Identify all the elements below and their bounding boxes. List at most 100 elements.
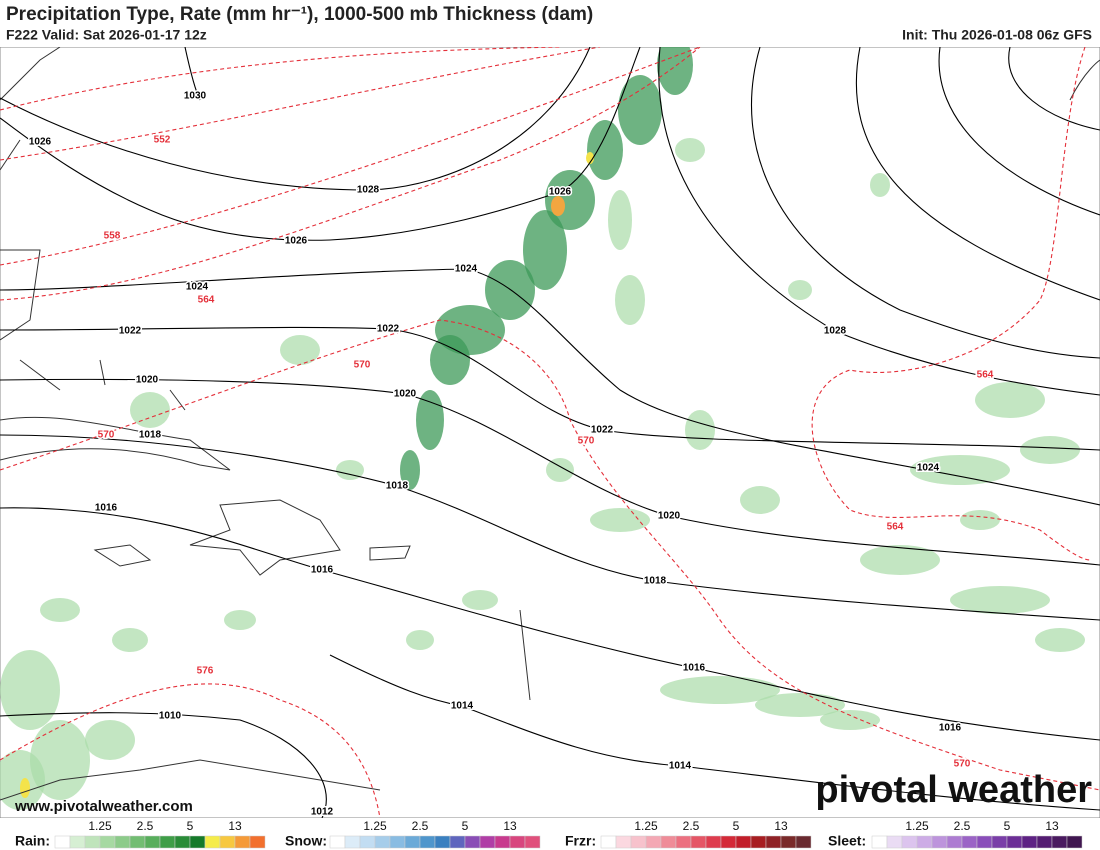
coastline xyxy=(0,47,61,101)
precip-area xyxy=(685,410,715,450)
isobar-label: 1020 xyxy=(136,375,159,386)
init-time: Init: Thu 2026-01-08 06z GFS xyxy=(902,27,1092,43)
legend-swatch xyxy=(204,835,221,849)
precip-area xyxy=(870,173,890,197)
isobar-label: 1024 xyxy=(917,463,940,474)
precip-area xyxy=(788,280,812,300)
legend-swatch xyxy=(615,835,632,849)
legend-swatch xyxy=(389,835,406,849)
thickness-line xyxy=(811,47,1091,561)
coastline xyxy=(519,609,531,701)
legend-label: Snow: xyxy=(285,833,327,849)
coastline xyxy=(99,359,106,386)
legend-swatch xyxy=(901,835,918,849)
precip-area xyxy=(615,275,645,325)
precip-area xyxy=(960,510,1000,530)
map: 1030 1026 1028 1026 1026 1024 1024 1022 1022 1020… xyxy=(0,47,1100,818)
legend-swatch xyxy=(249,835,266,849)
legend-tick: 1.25 xyxy=(88,819,112,833)
thickness-label: 570 xyxy=(954,759,971,770)
coastline xyxy=(0,416,231,471)
legend-swatch xyxy=(961,835,978,849)
isobar xyxy=(658,47,1100,396)
isobar xyxy=(0,47,641,241)
legend-tick: 2.5 xyxy=(683,819,700,833)
legend-swatch xyxy=(630,835,647,849)
legend-swatch xyxy=(720,835,737,849)
legend-swatch xyxy=(660,835,677,849)
map-frame xyxy=(0,47,1100,818)
legend-swatch xyxy=(434,835,451,849)
legend-tick: 2.5 xyxy=(412,819,429,833)
legend-tick: 1.25 xyxy=(634,819,658,833)
legend-swatch xyxy=(234,835,251,849)
legend-tick: 13 xyxy=(774,819,788,833)
legend-swatch xyxy=(159,835,176,849)
precip-area xyxy=(1035,628,1085,652)
legend-swatch xyxy=(675,835,692,849)
precip-area xyxy=(740,486,780,514)
coastline xyxy=(0,139,21,171)
legend-swatch xyxy=(374,835,391,849)
legend-label: Rain: xyxy=(15,833,50,849)
thickness-label: 570 xyxy=(98,430,115,441)
legend-swatch xyxy=(1051,835,1068,849)
isobar-label: 1020 xyxy=(394,389,417,400)
legend-tick: 13 xyxy=(1045,819,1059,833)
legend-swatch xyxy=(705,835,722,849)
legend-swatch xyxy=(991,835,1008,849)
isobar xyxy=(0,712,327,818)
legend-swatch xyxy=(1036,835,1053,849)
legend-swatch xyxy=(1066,835,1083,849)
isobar-label: 1018 xyxy=(644,576,667,587)
precip-area xyxy=(485,260,535,320)
isobar-label: 1018 xyxy=(386,481,409,492)
thickness-line xyxy=(0,47,701,301)
legend-tick: 5 xyxy=(733,819,740,833)
watermark: www.pivotalweather.com xyxy=(14,798,193,815)
precip-area xyxy=(523,210,567,290)
legend-label: Sleet: xyxy=(828,833,866,849)
legend-tick: 13 xyxy=(503,819,517,833)
precip-area xyxy=(860,545,940,575)
thickness-line xyxy=(0,319,1100,791)
coastline xyxy=(169,389,186,411)
isobar xyxy=(1008,47,1100,131)
precip-area xyxy=(587,120,623,180)
precip-area xyxy=(546,458,574,482)
legend-swatch xyxy=(524,835,541,849)
precip-area xyxy=(910,455,1010,485)
isobar-label: 1018 xyxy=(139,430,162,441)
legend-tick: 5 xyxy=(187,819,194,833)
precip-core xyxy=(551,196,565,216)
isobar-label: 1026 xyxy=(29,137,52,148)
isobar-label: 1020 xyxy=(658,511,681,522)
legend-tick: 5 xyxy=(1004,819,1011,833)
isobar-label: 1028 xyxy=(824,326,847,337)
coastline xyxy=(0,759,381,801)
isobar xyxy=(855,47,1100,301)
coastline xyxy=(189,499,341,576)
legend-swatch xyxy=(419,835,436,849)
isobar-label: 1016 xyxy=(311,565,334,576)
isobar-label: 1026 xyxy=(549,187,572,198)
precip-area xyxy=(85,720,135,760)
legend-swatch xyxy=(690,835,707,849)
isobar xyxy=(751,47,1100,359)
legend-swatch xyxy=(144,835,161,849)
legend-tick: 2.5 xyxy=(954,819,971,833)
precip-core xyxy=(586,152,594,164)
isobar-label: 1022 xyxy=(591,425,614,436)
legend-swatch xyxy=(464,835,481,849)
legend-swatch xyxy=(174,835,191,849)
legend-swatch xyxy=(129,835,146,849)
legend-tick: 2.5 xyxy=(137,819,154,833)
precip-area xyxy=(224,610,256,630)
isobar xyxy=(0,326,1100,451)
precip-area xyxy=(406,630,434,650)
isobar xyxy=(938,47,1100,216)
precip-area xyxy=(0,650,60,730)
precip-area xyxy=(336,460,364,480)
isobar-label: 1028 xyxy=(357,185,380,196)
